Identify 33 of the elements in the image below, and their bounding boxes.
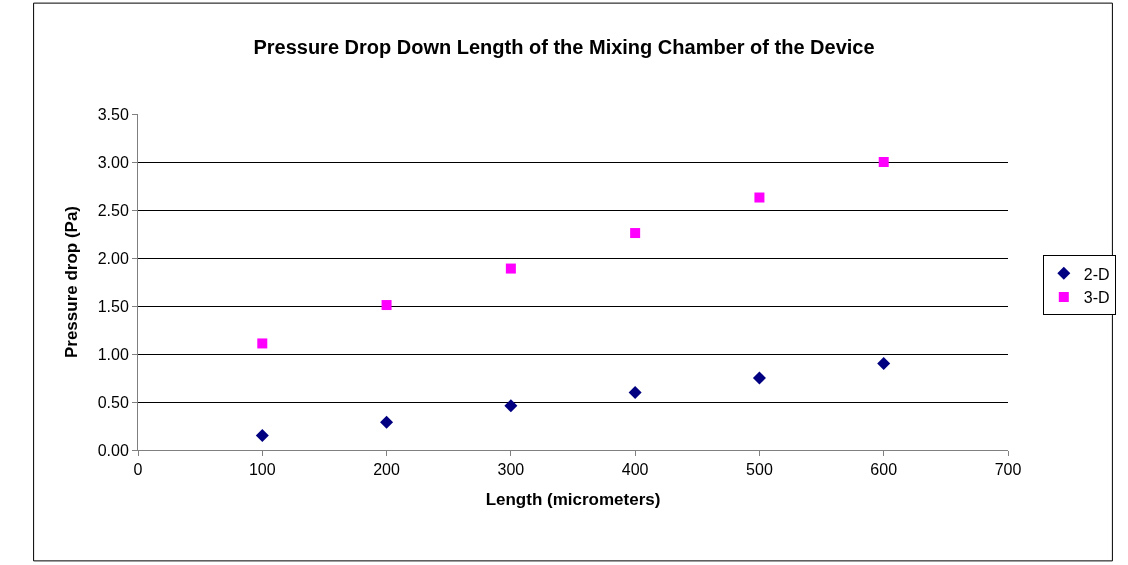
point (504, 399, 518, 413)
x-tick-label: 600 (870, 461, 898, 479)
point (630, 228, 641, 239)
y-tick-label: 0.50 (97, 393, 129, 411)
legend-label: 3-D (1083, 289, 1110, 307)
x-tick-label: 400 (621, 461, 649, 479)
point (754, 192, 765, 203)
y-tick-label: 3.50 (97, 105, 129, 123)
point (255, 429, 269, 443)
x-axis-title: Length (micrometers) (485, 489, 661, 509)
x-tick-label: 500 (746, 461, 773, 479)
y-axis-title: Pressure drop (Pa) (62, 205, 82, 359)
x-tick-label: 0 (133, 461, 143, 479)
point (877, 357, 891, 371)
point (381, 300, 392, 311)
point (380, 415, 394, 429)
y-tick-label: 1.00 (97, 345, 129, 363)
y-tick-label: 0.00 (97, 441, 129, 459)
chart-title: Pressure Drop Down Length of the Mixing Chamber of the Device (253, 35, 875, 58)
y-tick-label: 2.00 (97, 249, 129, 267)
x-tick-label: 700 (994, 461, 1022, 479)
point (752, 371, 766, 385)
y-tick-label: 3.00 (97, 153, 129, 171)
point (257, 338, 268, 349)
x-tick-label: 300 (497, 461, 525, 479)
point (628, 385, 642, 399)
x-tick-label: 100 (248, 461, 276, 479)
y-tick-label: 1.50 (97, 297, 129, 315)
point (878, 157, 889, 167)
point (505, 263, 516, 274)
y-tick-label: 2.50 (97, 201, 129, 219)
x-tick-label: 200 (373, 461, 401, 479)
legend-label: 2-D (1083, 265, 1110, 283)
